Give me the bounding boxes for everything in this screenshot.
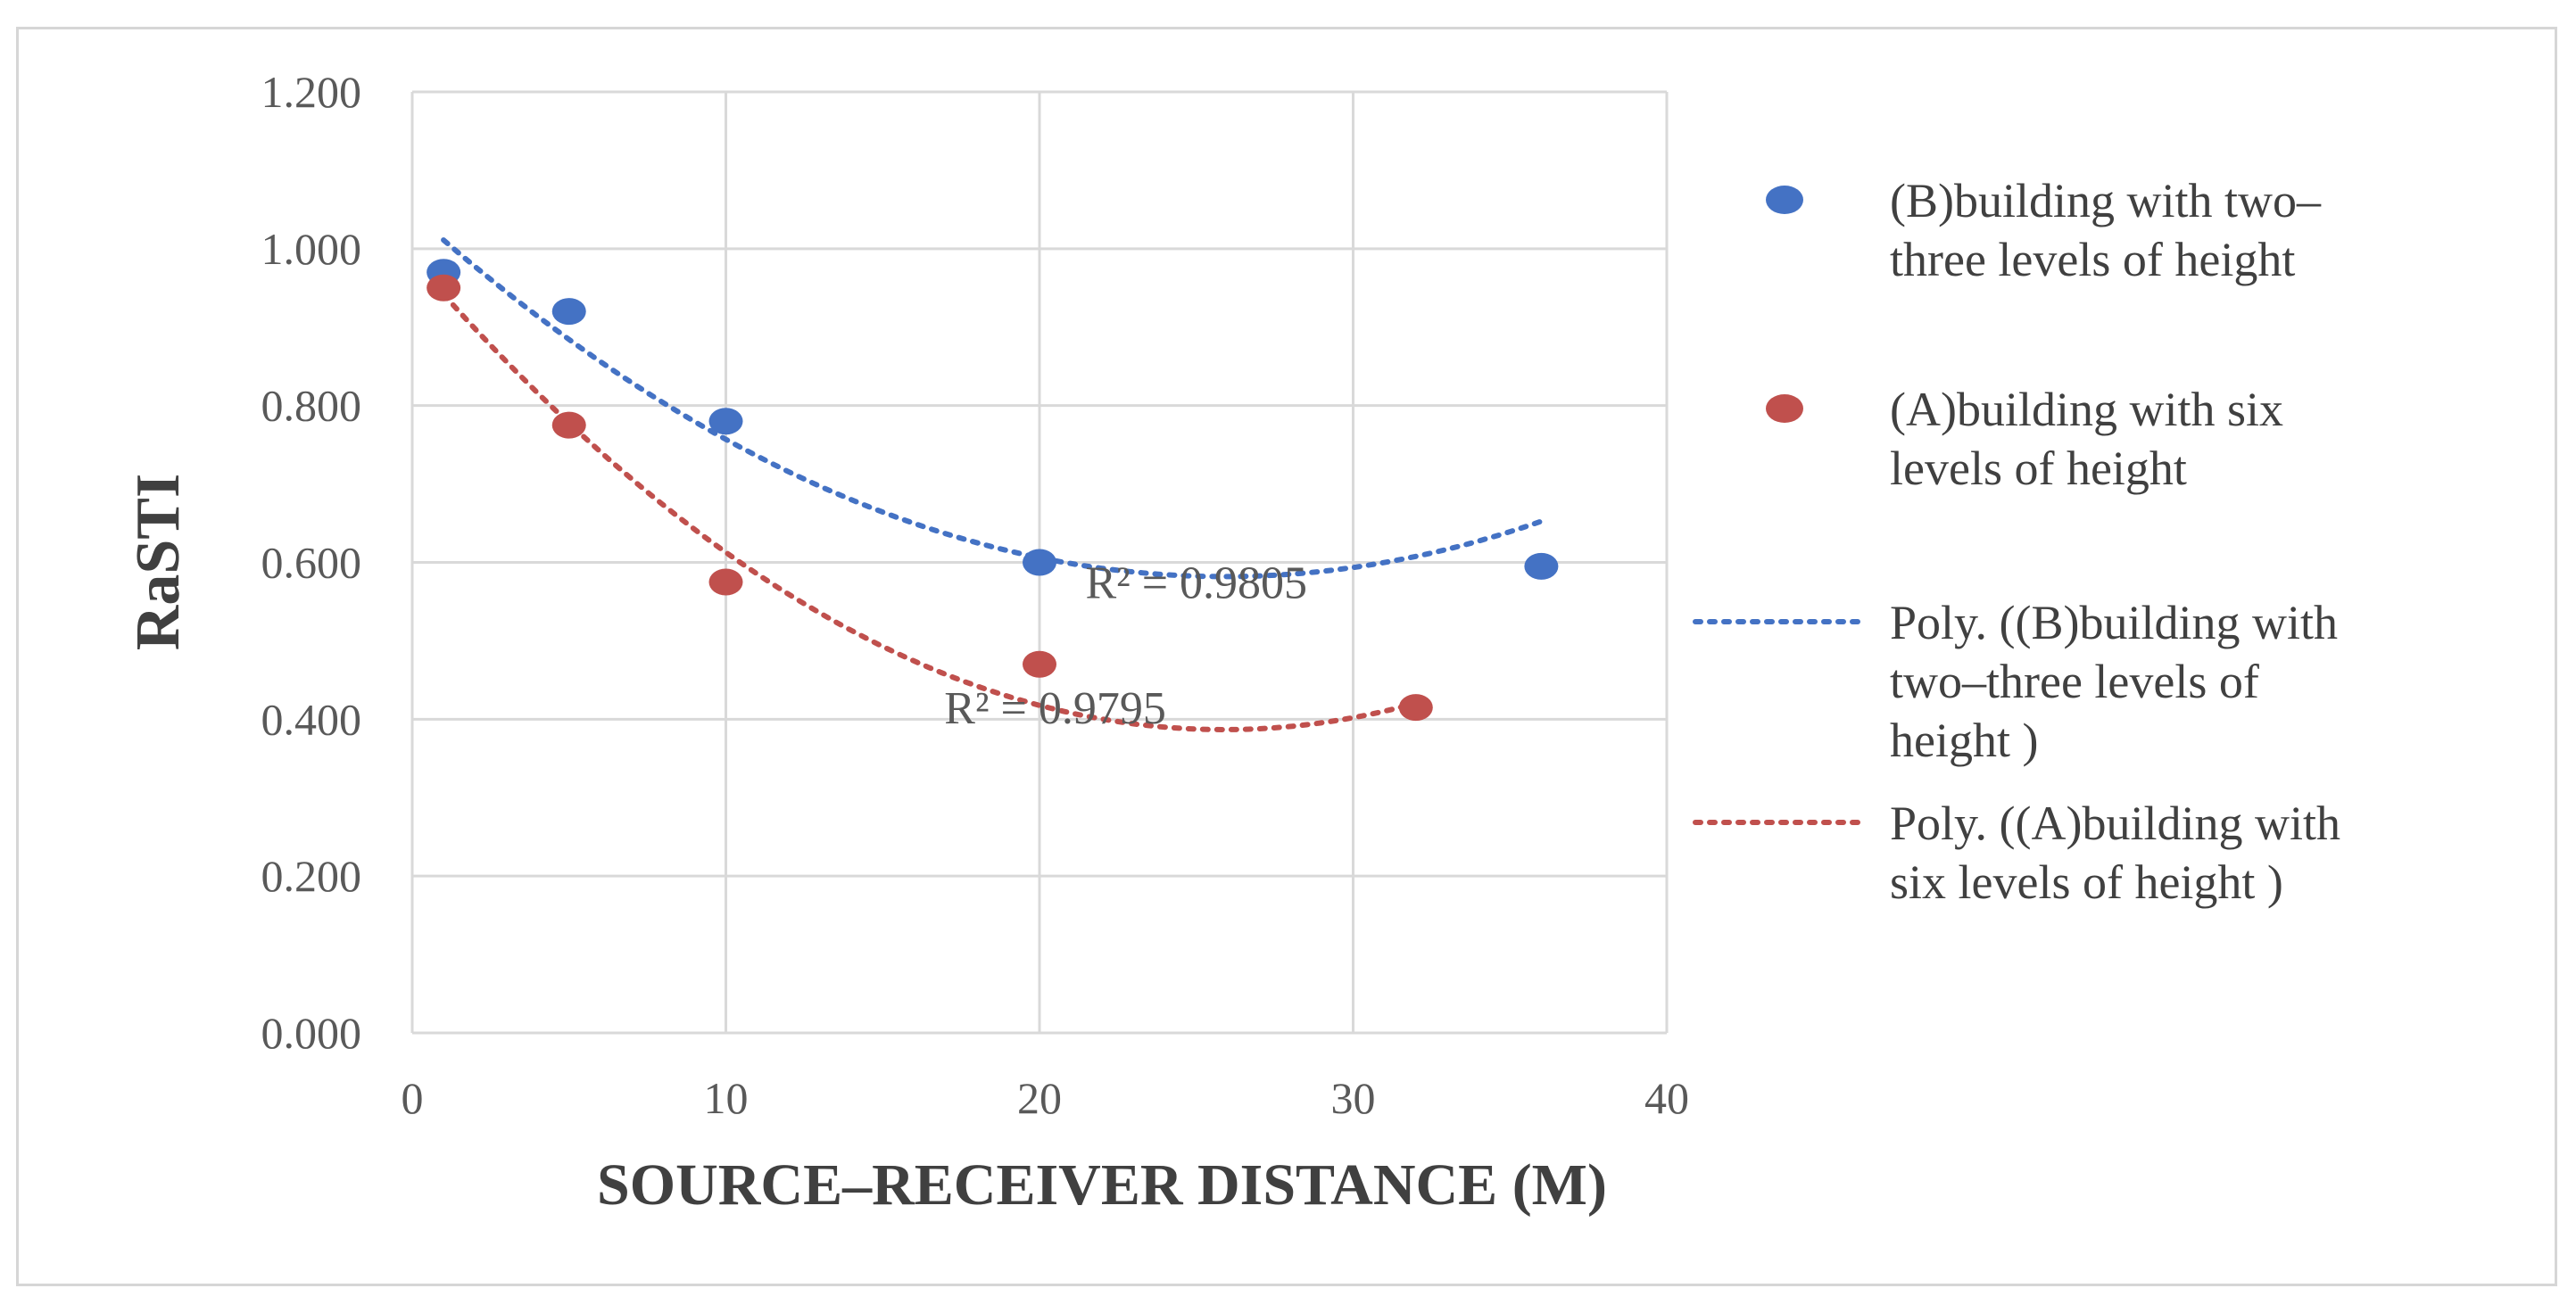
y-axis-title: RaSTI (124, 474, 193, 650)
y-tick-label: 0.000 (261, 1008, 362, 1058)
data-point-series-0 (1023, 549, 1056, 576)
trendlines (441, 237, 1545, 733)
y-tick-label: 0.400 (261, 694, 362, 744)
r2-label-1: R² = 0.9795 (944, 683, 1166, 734)
legend-label: (A)building with six (1890, 383, 2283, 436)
legend-label: Poly. ((A)building with (1890, 797, 2340, 850)
x-tick-label: 10 (704, 1073, 749, 1123)
data-point-series-1 (1023, 650, 1056, 678)
r2-labels: R² = 0.9805 R² = 0.9795 (944, 557, 1307, 734)
y-tick-label: 0.600 (261, 538, 362, 588)
legend: (B)building with two– three levels of hei… (1693, 174, 2340, 909)
x-axis-title: SOURCE–RECEIVER DISTANCE (M) (597, 1152, 1607, 1218)
y-tick-label: 1.200 (261, 67, 362, 117)
legend-marker (1766, 394, 1803, 423)
y-tick-label: 0.200 (261, 851, 362, 901)
trendline-1 (441, 292, 1419, 733)
legend-label: levels of height (1890, 442, 2187, 495)
legend-label: six levels of height ) (1890, 855, 2283, 909)
data-point-series-0 (551, 298, 586, 326)
legend-entry-0: (B)building with two– three levels of hei… (1766, 174, 2322, 286)
data-point-series-1 (708, 568, 743, 596)
x-tick-label: 0 (402, 1073, 424, 1123)
legend-label: height ) (1890, 714, 2038, 767)
trendline-0 (441, 237, 1545, 580)
legend-label: (B)building with two– (1890, 174, 2322, 227)
data-point-series-1 (551, 411, 586, 439)
data-point-series-1 (1398, 694, 1433, 722)
y-tick-label: 0.800 (261, 381, 362, 431)
legend-label: three levels of height (1890, 233, 2295, 286)
data-point-series-0 (708, 408, 743, 435)
legend-marker (1766, 186, 1803, 214)
legend-entry-2: Poly. ((B)building with two–three levels … (1693, 596, 2338, 767)
legend-label: two–three levels of (1890, 655, 2259, 708)
r2-label-0: R² = 0.9805 (1085, 557, 1307, 608)
data-point-series-0 (1524, 552, 1559, 580)
x-tick-label: 20 (1017, 1073, 1062, 1123)
legend-label: Poly. ((B)building with (1890, 596, 2338, 649)
y-tick-label: 1.000 (261, 224, 362, 274)
tick-labels: 0.000 0.200 0.400 0.600 0.800 1.000 1.200 0 10 20… (261, 67, 1690, 1123)
x-tick-label: 40 (1644, 1073, 1689, 1123)
x-tick-label: 30 (1331, 1073, 1376, 1123)
data-points (427, 259, 1559, 722)
legend-entry-1: (A)building with six levels of height (1766, 383, 2283, 495)
chart-frame (16, 27, 2557, 1286)
data-point-series-1 (427, 274, 461, 301)
